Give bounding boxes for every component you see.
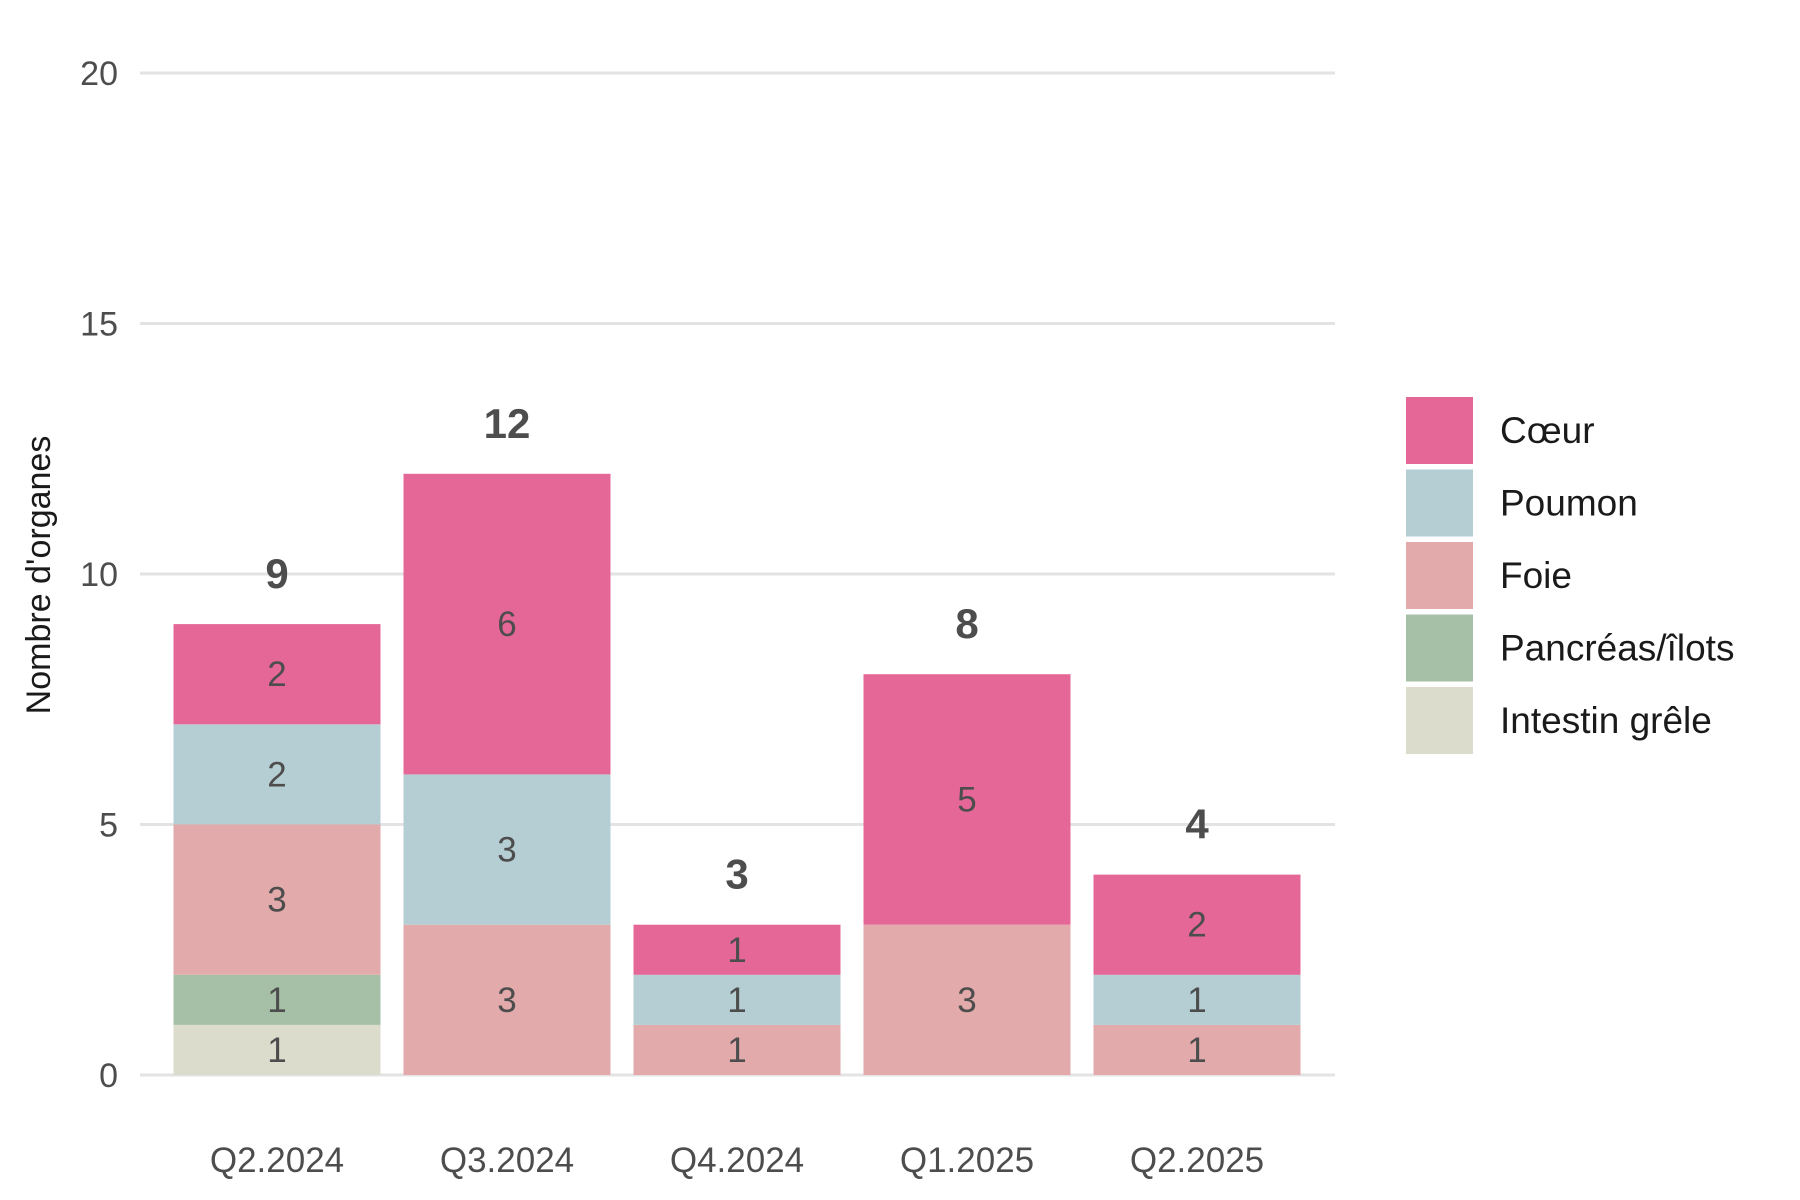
legend-label: Foie <box>1500 555 1572 596</box>
bar-segment <box>173 974 381 1025</box>
x-tick-label: Q1.2025 <box>900 1141 1034 1180</box>
y-tick-label: 5 <box>99 807 118 845</box>
legend-swatch <box>1406 542 1473 609</box>
total-value-label: 3 <box>725 851 748 898</box>
y-tick-label: 20 <box>80 55 118 93</box>
bar-segment <box>633 974 841 1025</box>
y-tick-label: 0 <box>99 1057 118 1095</box>
bar-segment <box>1093 974 1301 1025</box>
segment-value-label: 6 <box>497 605 516 644</box>
bar-segment <box>173 824 381 975</box>
segment-value-label: 2 <box>267 755 286 794</box>
legend-swatch <box>1406 614 1473 682</box>
x-tick-label: Q2.2025 <box>1130 1141 1264 1180</box>
total-value-label: 8 <box>955 600 978 647</box>
x-tick-label: Q2.2024 <box>210 1141 344 1180</box>
bar-segment <box>633 1024 841 1075</box>
x-tick-label: Q3.2024 <box>440 1141 574 1180</box>
legend-swatch <box>1406 397 1473 464</box>
segment-value-label: 1 <box>1187 981 1206 1020</box>
segment-value-label: 2 <box>1187 906 1206 945</box>
total-labels: 9 12 3 8 4 <box>265 400 1209 898</box>
bar-segment <box>1093 1024 1301 1075</box>
segment-labels: 1 1 3 2 2 3 3 6 1 1 1 3 5 1 1 2 <box>267 605 1206 1070</box>
total-value-label: 9 <box>265 550 288 597</box>
legend-label: Pancréas/îlots <box>1500 628 1734 669</box>
y-tick-label: 15 <box>80 306 118 344</box>
y-axis-label: Nombre d'organes <box>20 436 58 715</box>
bar-segment <box>403 924 611 1075</box>
bar-segment <box>863 924 1071 1075</box>
segment-value-label: 1 <box>267 981 286 1020</box>
bar-segment <box>863 674 1071 925</box>
bar-segment <box>173 1024 381 1075</box>
total-value-label: 4 <box>1185 801 1209 848</box>
bar-segment <box>403 473 611 775</box>
segment-value-label: 1 <box>1187 1031 1206 1070</box>
legend-label: Cœur <box>1500 410 1595 451</box>
x-tick-label: Q4.2024 <box>670 1141 804 1180</box>
segment-value-label: 3 <box>957 981 976 1020</box>
segment-value-label: 1 <box>727 1031 746 1070</box>
bar-segment <box>173 724 381 825</box>
segment-value-label: 1 <box>267 1031 286 1070</box>
bar-segment <box>173 624 381 725</box>
y-axis-ticks: 0 5 10 15 20 <box>80 55 118 1095</box>
bar-segment <box>633 924 841 975</box>
segment-value-label: 2 <box>267 655 286 694</box>
legend: Cœur Poumon Foie Pancréas/îlots Intestin grê… <box>1406 397 1734 754</box>
bar-segment <box>1093 874 1301 975</box>
legend-swatch <box>1406 687 1473 754</box>
legend-label: Poumon <box>1500 483 1638 524</box>
segment-value-label: 1 <box>727 981 746 1020</box>
segment-value-label: 3 <box>267 881 286 920</box>
legend-label: Intestin grêle <box>1500 700 1712 741</box>
legend-swatch <box>1406 469 1473 537</box>
bars <box>173 473 1301 1075</box>
segment-value-label: 3 <box>497 831 516 870</box>
y-tick-label: 10 <box>80 556 118 594</box>
segment-value-label: 1 <box>727 931 746 970</box>
x-axis-ticks: Q2.2024 Q3.2024 Q4.2024 Q1.2025 Q2.2025 <box>210 1141 1264 1180</box>
segment-value-label: 5 <box>957 780 976 819</box>
segment-value-label: 3 <box>497 981 516 1020</box>
total-value-label: 12 <box>484 400 531 447</box>
bar-segment <box>403 774 611 925</box>
